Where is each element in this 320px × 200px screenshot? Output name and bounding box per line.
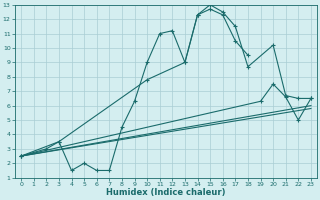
X-axis label: Humidex (Indice chaleur): Humidex (Indice chaleur) [106,188,226,197]
